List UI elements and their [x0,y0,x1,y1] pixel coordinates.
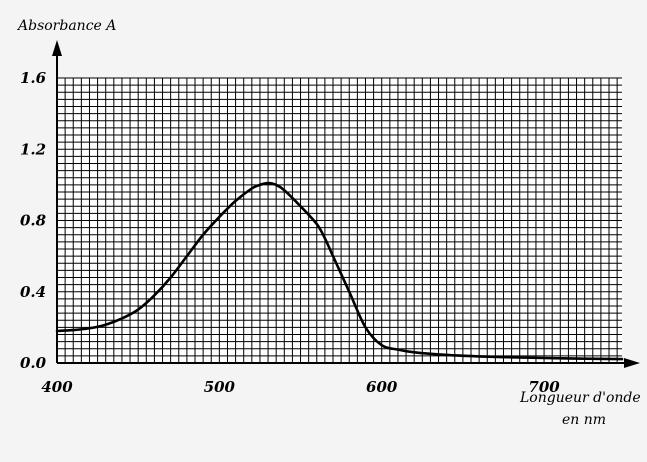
y-tick-label: 0.4 [20,283,46,301]
axes [52,40,640,368]
absorbance-series-line [55,181,624,361]
x-axis-label-line2: en nm [562,412,606,428]
x-axis-arrow [624,358,640,368]
x-tick-label: 500 [204,378,236,396]
y-axis-label: Absorbance A [16,18,116,34]
x-tick-label: 700 [528,378,560,396]
tick-labels: 0.0 0.4 0.8 1.2 1.6 400 500 600 700 [20,69,560,396]
x-tick-label: 600 [366,378,398,396]
y-tick-label: 0.0 [20,354,47,372]
y-axis-arrow [52,40,62,56]
x-tick-label: 400 [41,378,73,396]
grid [56,77,622,364]
x-axis-label-line1: Longueur d'onde [519,390,641,406]
y-tick-label: 1.6 [20,69,47,87]
y-tick-label: 1.2 [20,140,46,158]
y-tick-label: 0.8 [20,212,47,230]
series-group [55,181,624,361]
